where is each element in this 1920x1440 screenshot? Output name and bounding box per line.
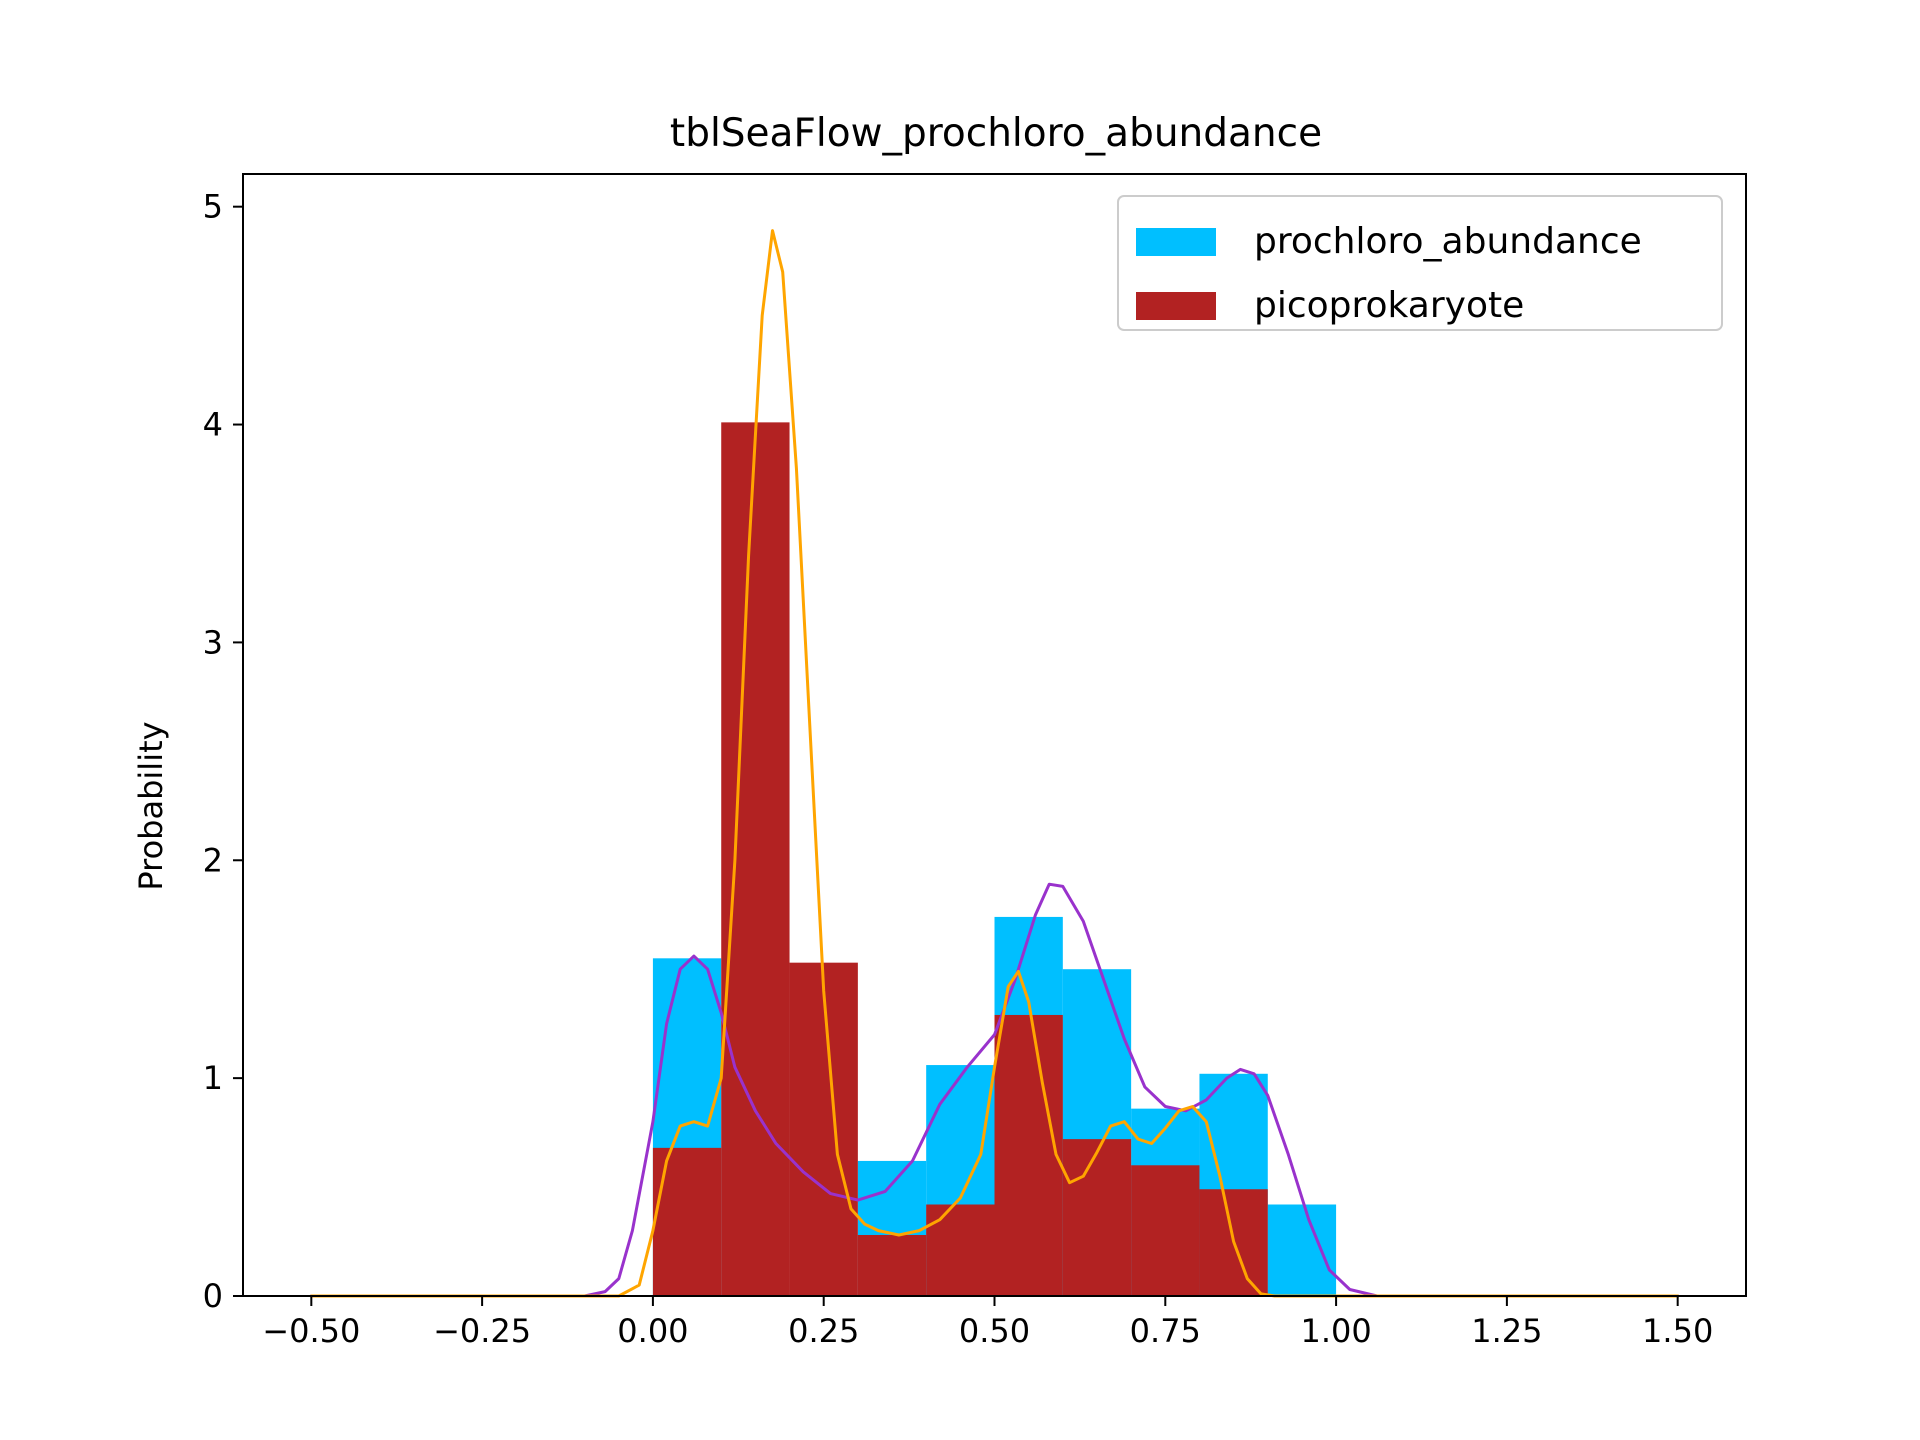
histogram-bar-picoprokaryote (721, 422, 790, 1296)
y-tick-label: 1 (203, 1059, 223, 1097)
plot-area (309, 229, 1680, 1298)
legend-label: prochloro_abundance (1254, 221, 1642, 262)
y-tick-label: 5 (203, 188, 223, 226)
y-tick-label: 4 (203, 406, 223, 444)
legend-label: picoprokaryote (1254, 285, 1524, 326)
y-tick-label: 2 (203, 841, 223, 879)
x-tick-label: 0.75 (1130, 1312, 1201, 1350)
histogram-bar-picoprokaryote (926, 1204, 995, 1296)
x-tick-label: −0.50 (262, 1312, 360, 1350)
histogram-bar-picoprokaryote (1062, 1139, 1132, 1296)
histogram-bar-picoprokaryote (994, 1014, 1063, 1296)
x-tick-label: 1.50 (1642, 1312, 1713, 1350)
axes: −0.50 −0.25 0.00 0.25 0.50 0.75 1.00 1.25 1.50 0 1… (203, 173, 1747, 1350)
x-tick-label: −0.25 (433, 1312, 531, 1350)
legend-swatch (1136, 228, 1216, 256)
chart-title: tblSeaFlow_prochloro_abundance (670, 111, 1322, 156)
x-tick-label: 0.50 (959, 1312, 1030, 1350)
x-tick-label: 1.25 (1471, 1312, 1542, 1350)
x-tick-label: 0.25 (788, 1312, 859, 1350)
x-tick-label: 1.00 (1300, 1312, 1371, 1350)
y-tick-label: 0 (203, 1277, 223, 1315)
y-tick-label: 3 (203, 623, 223, 661)
x-tick-label: 0.00 (617, 1312, 688, 1350)
density-curve-2 (309, 229, 1680, 1298)
histogram-bar-picoprokaryote (652, 1147, 722, 1296)
histogram-bar-picoprokaryote (1131, 1165, 1200, 1296)
histogram-bar-picoprokaryote (857, 1234, 927, 1296)
legend-box (1117, 195, 1723, 331)
density-curve-1 (309, 882, 1680, 1298)
histogram-bar-prochloro-abundance (1267, 1204, 1337, 1296)
histogram-bar-picoprokaryote (789, 962, 858, 1296)
y-axis-label: Probability (132, 721, 170, 890)
legend: prochloro_abundance picoprokaryote (1117, 195, 1723, 331)
legend-swatch (1136, 292, 1216, 320)
